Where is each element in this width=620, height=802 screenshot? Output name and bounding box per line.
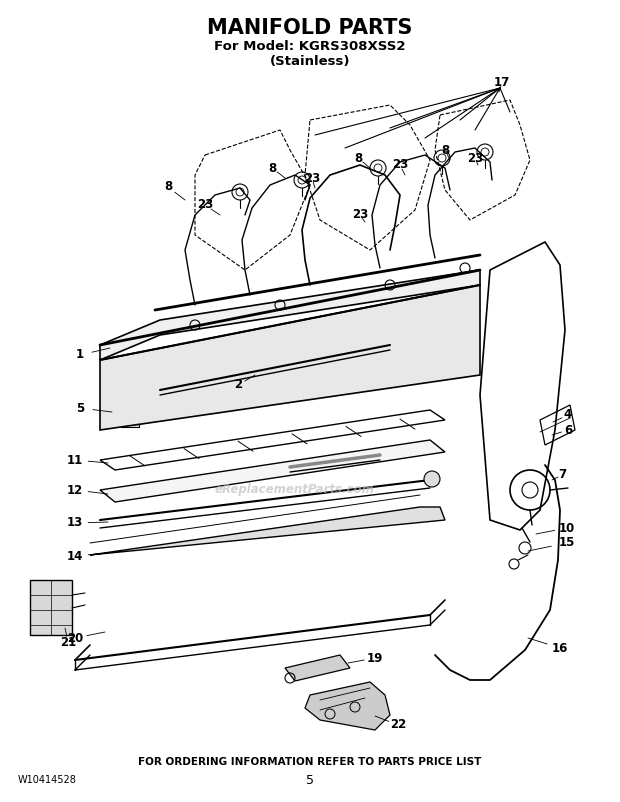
Text: 8: 8	[164, 180, 172, 193]
Polygon shape	[90, 507, 445, 555]
Text: 11: 11	[67, 453, 83, 467]
Text: 19: 19	[367, 651, 383, 665]
Polygon shape	[305, 682, 390, 730]
Polygon shape	[100, 440, 445, 502]
Bar	[421, 363, 439, 377]
Text: 6: 6	[564, 423, 572, 436]
Text: 1: 1	[76, 349, 84, 362]
Text: eReplacementParts.com: eReplacementParts.com	[215, 484, 375, 496]
Text: 15: 15	[559, 537, 575, 549]
Text: 13: 13	[67, 516, 83, 529]
Text: 8: 8	[354, 152, 362, 164]
Bar	[121, 413, 139, 427]
Text: For Model: KGRS308XSS2: For Model: KGRS308XSS2	[215, 40, 405, 54]
Text: 23: 23	[197, 199, 213, 212]
Text: 8: 8	[268, 161, 276, 175]
Text: 23: 23	[304, 172, 320, 184]
Polygon shape	[30, 580, 72, 635]
Text: W10414528: W10414528	[18, 775, 77, 785]
Text: 20: 20	[67, 631, 83, 645]
Text: 12: 12	[67, 484, 83, 496]
Polygon shape	[100, 270, 480, 360]
Text: 10: 10	[559, 521, 575, 534]
Text: 23: 23	[392, 159, 408, 172]
Text: 4: 4	[564, 408, 572, 422]
Text: 21: 21	[60, 635, 76, 649]
Text: 23: 23	[467, 152, 483, 164]
Bar	[221, 393, 239, 407]
Text: 17: 17	[494, 76, 510, 90]
Text: 14: 14	[67, 549, 83, 562]
Text: FOR ORDERING INFORMATION REFER TO PARTS PRICE LIST: FOR ORDERING INFORMATION REFER TO PARTS …	[138, 757, 482, 767]
Text: 22: 22	[390, 719, 406, 731]
Text: 8: 8	[441, 144, 449, 156]
Text: 5: 5	[306, 773, 314, 787]
Text: 23: 23	[352, 209, 368, 221]
Text: 16: 16	[552, 642, 568, 654]
Text: MANIFOLD PARTS: MANIFOLD PARTS	[207, 18, 413, 38]
Text: 2: 2	[234, 379, 242, 391]
Text: (Stainless): (Stainless)	[270, 55, 350, 68]
Text: 5: 5	[76, 402, 84, 415]
Circle shape	[424, 471, 440, 487]
Polygon shape	[285, 655, 350, 681]
Text: 7: 7	[558, 468, 566, 481]
Polygon shape	[100, 285, 480, 430]
Bar	[331, 375, 349, 389]
